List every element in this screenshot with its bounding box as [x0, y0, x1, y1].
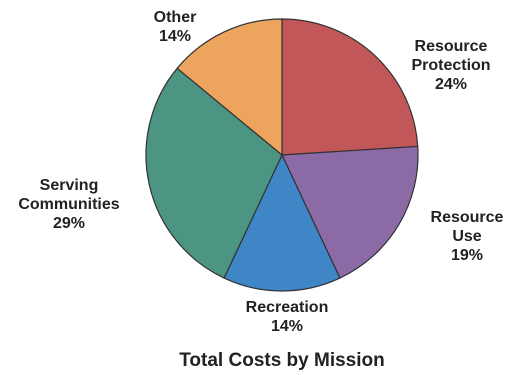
pie-slice [281, 145, 419, 279]
slice-percent: 19% [451, 247, 483, 264]
chart-title: Total Costs by Mission [179, 350, 385, 371]
slice-label: Serving Communities 29% [18, 177, 119, 232]
slice-percent: 24% [435, 76, 467, 93]
slice-label-line: Use [452, 228, 481, 245]
pie-slice [176, 18, 283, 157]
pie-slice [145, 67, 283, 279]
pie-slice [223, 153, 341, 292]
pie-slice [281, 18, 419, 156]
slice-labels: Resource Protection 24% Resource Use 19% Recre… [18, 9, 503, 335]
slice-label-line: Communities [18, 196, 119, 213]
slice-percent: 14% [271, 318, 303, 335]
slice-percent: 14% [159, 28, 191, 45]
slice-label: Recreation 14% [246, 299, 329, 335]
slice-label-line: Recreation [246, 299, 329, 316]
slice-label-line: Resource [415, 38, 488, 55]
slice-label-line: Serving [40, 177, 99, 194]
slice-label-line: Resource [431, 209, 504, 226]
slice-label-line: Other [154, 9, 197, 26]
slice-label: Resource Use 19% [431, 209, 504, 264]
pie-slices [145, 18, 419, 292]
slice-label: Resource Protection 24% [411, 38, 490, 93]
slice-label: Other 14% [154, 9, 197, 45]
slice-percent: 29% [53, 215, 85, 232]
slice-label-line: Protection [411, 57, 490, 74]
